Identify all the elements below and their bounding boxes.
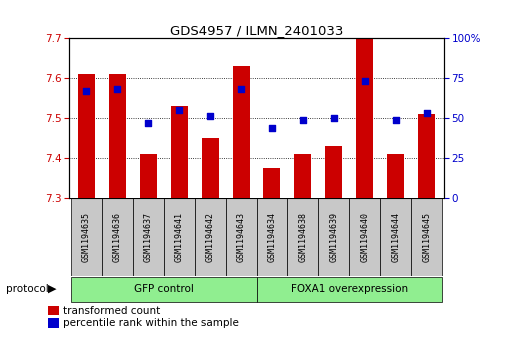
- Bar: [256, 198, 287, 276]
- Bar: [102, 198, 133, 276]
- Text: GSM1194636: GSM1194636: [113, 212, 122, 262]
- Bar: [287, 198, 319, 276]
- Text: FOXA1 overexpression: FOXA1 overexpression: [291, 284, 408, 294]
- Bar: [380, 198, 411, 276]
- Text: GSM1194641: GSM1194641: [174, 212, 184, 262]
- Bar: [349, 198, 380, 276]
- Text: GSM1194643: GSM1194643: [236, 212, 246, 262]
- Bar: [418, 114, 435, 198]
- Point: [423, 110, 431, 116]
- Point: [391, 117, 400, 122]
- Text: GSM1194639: GSM1194639: [329, 212, 339, 262]
- Bar: [202, 138, 219, 198]
- Text: GFP control: GFP control: [134, 284, 193, 294]
- Bar: [171, 106, 188, 198]
- Point: [299, 117, 307, 122]
- Bar: [294, 154, 311, 198]
- Point: [237, 86, 245, 92]
- Point: [330, 115, 338, 121]
- Text: GSM1194640: GSM1194640: [360, 212, 369, 262]
- Text: GSM1194638: GSM1194638: [299, 212, 307, 262]
- Title: GDS4957 / ILMN_2401033: GDS4957 / ILMN_2401033: [170, 24, 343, 37]
- Bar: [78, 74, 95, 198]
- Text: GSM1194637: GSM1194637: [144, 212, 153, 262]
- Text: GSM1194634: GSM1194634: [267, 212, 277, 262]
- Text: transformed count: transformed count: [63, 306, 160, 316]
- Text: GSM1194642: GSM1194642: [206, 212, 214, 262]
- Point: [82, 88, 90, 94]
- Bar: [140, 154, 156, 198]
- Text: GSM1194645: GSM1194645: [422, 212, 431, 262]
- Bar: [319, 198, 349, 276]
- Bar: [133, 198, 164, 276]
- Point: [361, 78, 369, 84]
- Bar: [109, 74, 126, 198]
- Bar: [232, 66, 249, 198]
- Point: [113, 86, 122, 92]
- Bar: [325, 146, 342, 198]
- Bar: [164, 198, 194, 276]
- Bar: [71, 277, 256, 302]
- Bar: [256, 277, 442, 302]
- Bar: [387, 154, 404, 198]
- Bar: [194, 198, 226, 276]
- Bar: [411, 198, 442, 276]
- Point: [175, 107, 183, 113]
- Bar: [357, 38, 373, 198]
- Bar: [226, 198, 256, 276]
- Text: percentile rank within the sample: percentile rank within the sample: [63, 318, 239, 328]
- Bar: [264, 168, 281, 198]
- Bar: [48, 318, 58, 327]
- Text: protocol: protocol: [6, 284, 49, 294]
- Point: [206, 114, 214, 119]
- Bar: [71, 198, 102, 276]
- Text: GSM1194635: GSM1194635: [82, 212, 91, 262]
- Text: GSM1194644: GSM1194644: [391, 212, 400, 262]
- Text: ▶: ▶: [48, 284, 56, 294]
- Point: [268, 125, 276, 130]
- Bar: [48, 306, 58, 315]
- Point: [144, 120, 152, 126]
